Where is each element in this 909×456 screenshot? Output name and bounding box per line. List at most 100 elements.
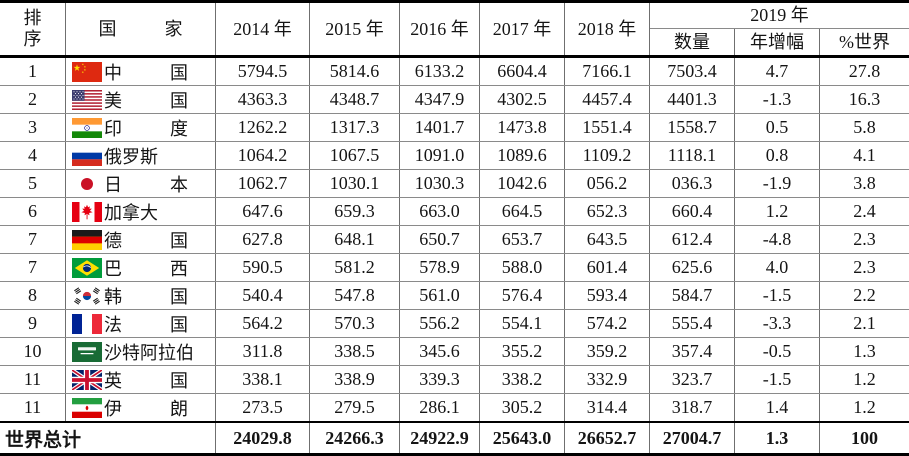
year-value-cell: 547.8 xyxy=(310,282,400,309)
year-value-cell: 2.4 xyxy=(853,201,876,221)
rank-cell: 11 xyxy=(0,394,66,421)
year-value-cell: 1.2 xyxy=(735,198,820,225)
header-rank-label: 排序 xyxy=(23,8,42,49)
country-name: 英 国 xyxy=(104,370,188,391)
year-value-cell: 1262.2 xyxy=(216,114,310,141)
year-value-cell: 345.6 xyxy=(400,338,480,365)
rank-cell: 7 xyxy=(0,254,66,281)
table-row: 8 韩 国 540.4 547.8 561.0 576.4 593.4 584.… xyxy=(0,282,909,310)
germany-flag-icon xyxy=(72,229,102,250)
year-value-cell: 2.3 xyxy=(853,229,876,249)
year-value-cell: -1.5 xyxy=(735,282,820,309)
year-value-cell: 311.8 xyxy=(216,338,310,365)
year-value-cell: 279.5 xyxy=(310,394,400,421)
country-cell: 沙特阿拉伯 xyxy=(66,338,216,365)
usa-flag-icon xyxy=(72,89,102,110)
country-name: 美 国 xyxy=(104,90,188,111)
year-value-cell: 273.5 xyxy=(216,394,310,421)
country-name: 巴 西 xyxy=(104,258,188,279)
table-row: 1 中 国 5794.5 5814.6 6133.2 6604.4 7166.1… xyxy=(0,58,909,86)
total-label: 世界总计 xyxy=(0,423,216,453)
year-value-cell: 357.4 xyxy=(650,338,735,365)
year-value-cell: 1.2 xyxy=(853,397,876,417)
country-cell: 英 国 xyxy=(66,366,216,393)
year-value-cell: 1558.7 xyxy=(650,114,735,141)
year-value-cell: 1473.8 xyxy=(480,114,565,141)
country-name: 俄罗斯 xyxy=(104,146,158,167)
year-value-cell: 1317.3 xyxy=(310,114,400,141)
year-value-cell: 4347.9 xyxy=(400,86,480,113)
table-row: 3 印 度 1262.2 1317.3 1401.7 1473.8 1551.4… xyxy=(0,114,909,142)
total-value-2019-growth: 1.3 xyxy=(735,423,820,453)
header-year-2014: 2014 年 xyxy=(216,3,310,55)
country-cell: 加拿大 xyxy=(66,198,216,225)
year-value-cell: -3.3 xyxy=(735,310,820,337)
rank-cell: 11 xyxy=(0,366,66,393)
saudi-arabia-flag-icon xyxy=(72,341,102,362)
table-body: 1 中 国 5794.5 5814.6 6133.2 6604.4 7166.1… xyxy=(0,58,909,421)
russia-flag-icon xyxy=(72,145,102,166)
country-name: 伊 朗 xyxy=(104,398,188,419)
year-value-cell: 056.2 xyxy=(565,170,650,197)
country-cell: 巴 西 xyxy=(66,254,216,281)
table-row: 2 美 国 4363.3 4348.7 4347.9 4302.5 4457.4… xyxy=(0,86,909,114)
header-rank: 排序 xyxy=(0,3,66,55)
year-value-cell: 625.6 xyxy=(650,254,735,281)
china-flag-icon xyxy=(72,61,102,82)
year-value-cell: 4457.4 xyxy=(565,86,650,113)
year-value-cell: 6604.4 xyxy=(480,58,565,85)
country-name: 沙特阿拉伯 xyxy=(104,342,194,363)
year-value-cell: 338.2 xyxy=(480,366,565,393)
uk-flag-icon xyxy=(72,369,102,390)
year-value-cell: 332.9 xyxy=(565,366,650,393)
year-value-cell: 1064.2 xyxy=(216,142,310,169)
total-value-2017: 25643.0 xyxy=(480,423,565,453)
total-value-2014: 24029.8 xyxy=(216,423,310,453)
total-value-2016: 24922.9 xyxy=(400,423,480,453)
year-value-cell: 564.2 xyxy=(216,310,310,337)
table-row: 10 沙特阿拉伯 311.8 338.5 345.6 355.2 359.2 3… xyxy=(0,338,909,366)
country-cell: 中 国 xyxy=(66,58,216,85)
total-row: 世界总计 24029.8 24266.3 24922.9 25643.0 266… xyxy=(0,421,909,453)
table-row: 7 德 国 627.8 648.1 650.7 653.7 643.5 612.… xyxy=(0,226,909,254)
year-value-cell: 612.4 xyxy=(650,226,735,253)
rank-cell: 1 xyxy=(0,58,66,85)
year-value-cell: 1067.5 xyxy=(310,142,400,169)
country-cell: 印 度 xyxy=(66,114,216,141)
table-row: 5 日 本 1062.7 1030.1 1030.3 1042.6 056.2 … xyxy=(0,170,909,198)
year-value-cell: 643.5 xyxy=(565,226,650,253)
france-flag-icon xyxy=(72,313,102,334)
iran-flag-icon xyxy=(72,397,102,418)
year-value-cell: 5.8 xyxy=(853,117,876,137)
total-value-2019-world-share: 100 xyxy=(851,427,878,448)
year-value-cell: 1.4 xyxy=(735,394,820,421)
year-value-cell: 4.0 xyxy=(735,254,820,281)
year-value-cell: 648.1 xyxy=(310,226,400,253)
brazil-flag-icon xyxy=(72,257,102,278)
header-year-2018: 2018 年 xyxy=(565,3,650,55)
year-value-cell: 561.0 xyxy=(400,282,480,309)
header-year-2016: 2016 年 xyxy=(400,3,480,55)
year-value-cell: 627.8 xyxy=(216,226,310,253)
country-name: 韩 国 xyxy=(104,286,188,307)
header-year-2019-group: 2019 年 xyxy=(650,3,909,29)
country-name: 德 国 xyxy=(104,230,188,251)
rank-cell: 2 xyxy=(0,86,66,113)
country-cell: 日 本 xyxy=(66,170,216,197)
year-value-cell: 6133.2 xyxy=(400,58,480,85)
year-value-cell: 1.3 xyxy=(853,341,876,361)
total-value-2019-quantity: 27004.7 xyxy=(650,423,735,453)
country-name: 中 国 xyxy=(104,62,188,83)
year-value-cell: 4.1 xyxy=(853,145,876,165)
year-value-cell: 1089.6 xyxy=(480,142,565,169)
rank-cell: 6 xyxy=(0,198,66,225)
year-value-cell: 570.3 xyxy=(310,310,400,337)
year-value-cell: 650.7 xyxy=(400,226,480,253)
year-value-cell: 1109.2 xyxy=(565,142,650,169)
year-value-cell: 653.7 xyxy=(480,226,565,253)
country-name: 法 国 xyxy=(104,314,188,335)
year-value-cell: 1551.4 xyxy=(565,114,650,141)
year-value-cell: 338.1 xyxy=(216,366,310,393)
country-name: 印 度 xyxy=(104,118,188,139)
